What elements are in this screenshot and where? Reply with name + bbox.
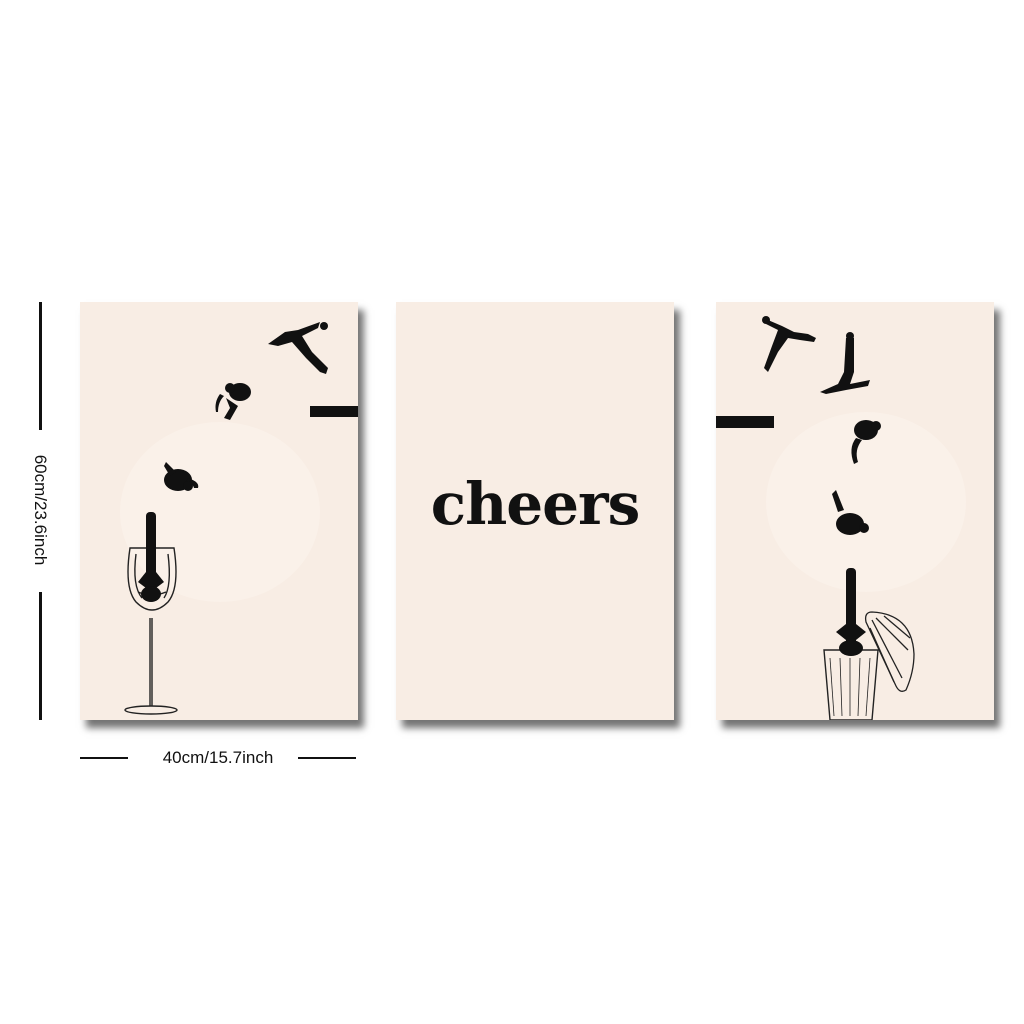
shot-glass-icon <box>823 649 879 720</box>
diver-silhouette-icon <box>820 332 870 394</box>
right-panel <box>716 302 994 720</box>
height-dimension-line-top <box>39 302 42 430</box>
height-dimension-label: 60cm/23.6inch <box>31 454 50 566</box>
diver-silhouette-icon <box>164 462 199 491</box>
wine-glass-icon <box>124 547 178 715</box>
width-dimension-line-left <box>80 757 128 759</box>
diver-silhouette-icon <box>215 383 251 420</box>
diver-silhouette-icon <box>836 568 866 656</box>
diving-board-icon <box>716 416 774 428</box>
left-panel <box>80 302 358 720</box>
lemon-slice-icon <box>864 611 915 692</box>
diver-silhouette-icon <box>138 512 164 602</box>
diving-board-icon <box>310 406 358 417</box>
left-panel-art <box>120 322 358 715</box>
width-dimension-line-right <box>298 757 356 759</box>
diver-silhouette-icon <box>832 490 869 535</box>
diver-silhouette-icon <box>762 316 816 372</box>
center-panel: cheers <box>396 302 674 720</box>
diver-silhouette-icon <box>851 420 881 464</box>
width-dimension-label: 40cm/15.7inch <box>162 748 274 767</box>
height-dimension-line-bottom <box>39 592 42 720</box>
cheers-text: cheers <box>430 470 641 538</box>
diver-silhouette-icon <box>268 322 328 374</box>
right-panel-art <box>716 316 966 720</box>
